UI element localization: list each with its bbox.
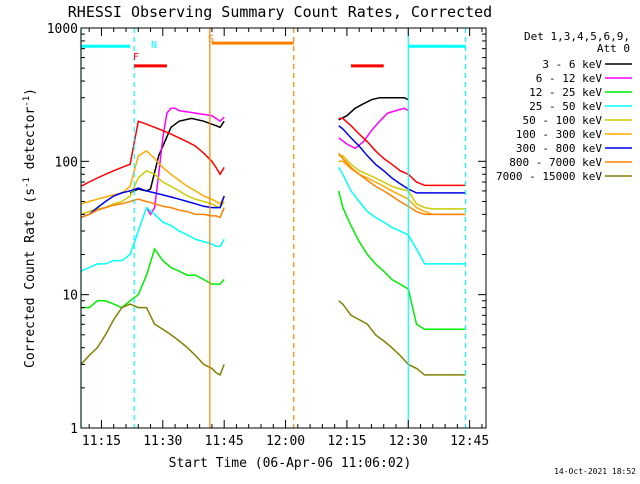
y-tick-label-2: 100 [55,155,78,170]
series-line-0-part-1 [338,96,409,121]
legend-entry-label-0: 3 - 6 keV [542,58,602,71]
flag-label-n: N [151,40,157,51]
plot-frame [80,27,487,429]
flag-label-s: S [208,34,214,45]
legend-entry-label-4: 50 - 100 keV [523,114,603,127]
series-line-3-part-0 [80,206,225,272]
x-tick-label-3: 12:00 [266,434,305,449]
legend-entry-label-8: 7000 - 15000 keV [496,170,602,183]
y-tick-label-0: 1 [70,422,78,437]
legend-entry-label-7: 800 - 7000 keV [509,156,602,169]
x-tick-label-0: 11:15 [82,434,121,449]
y-axis-label-mid: detector [23,107,38,178]
series-line-4-part-1 [338,155,466,210]
y-axis-label-end: ) [23,88,38,96]
series-line-7-part-0 [80,198,225,219]
y-tick-label-1: 10 [62,289,78,304]
legend-entry-label-1: 6 - 12 keV [536,72,603,85]
series-line-8-part-1 [338,300,466,376]
x-tick-label-2: 11:45 [205,434,244,449]
series-line-1-part-0 [145,107,225,216]
legend-entry-label-3: 25 - 50 keV [529,100,602,113]
plot-area: N F S 11:15 11:30 11:45 12:00 12:15 12:30 12:45 1 1… [47,22,490,449]
footer-date: 14-Oct-2021 18:52 [554,467,636,476]
chart-title: RHESSI Observing Summary Count Rates, Co… [68,3,492,21]
legend-header-0: Det 1,3,4,5,6,9, [524,30,630,43]
series-line-6-part-0 [80,187,225,219]
series-line-3-part-1 [338,167,466,265]
x-tick-label-6: 12:45 [450,434,489,449]
x-tick-label-1: 11:30 [143,434,182,449]
series-line-9-part-1 [338,117,466,187]
series-line-1-part-1 [338,107,409,150]
y-axis-label-main: Corrected Count Rate (s [23,188,38,368]
y-axis-label: Corrected Count Rate (s-1 detector-1) [22,88,38,368]
series-line-2-part-0 [81,247,225,309]
flag-label-f: F [133,52,139,63]
legend-header-1: Att 0 [597,42,630,55]
series-line-7-part-1 [338,152,466,216]
legend-entry-label-2: 12 - 25 keV [529,86,602,99]
series-line-5-part-0 [80,149,225,205]
series-line-8-part-0 [80,303,225,376]
y-axis-label-sup2: -1 [22,96,32,107]
legend-entry-label-6: 300 - 800 keV [516,142,602,155]
series-line-6-part-1 [338,125,466,194]
x-axis-label: Start Time (06-Apr-06 11:06:02) [169,456,412,471]
series-line-2-part-1 [337,190,466,331]
x-tick-label-4: 12:15 [327,434,366,449]
y-axis-label-sup1: -1 [22,177,32,188]
legend-entry-label-5: 100 - 300 keV [516,128,602,141]
y-tick-label-3: 1000 [47,22,78,37]
series-line-9-part-0 [80,120,225,187]
x-tick-label-5: 12:30 [389,434,428,449]
